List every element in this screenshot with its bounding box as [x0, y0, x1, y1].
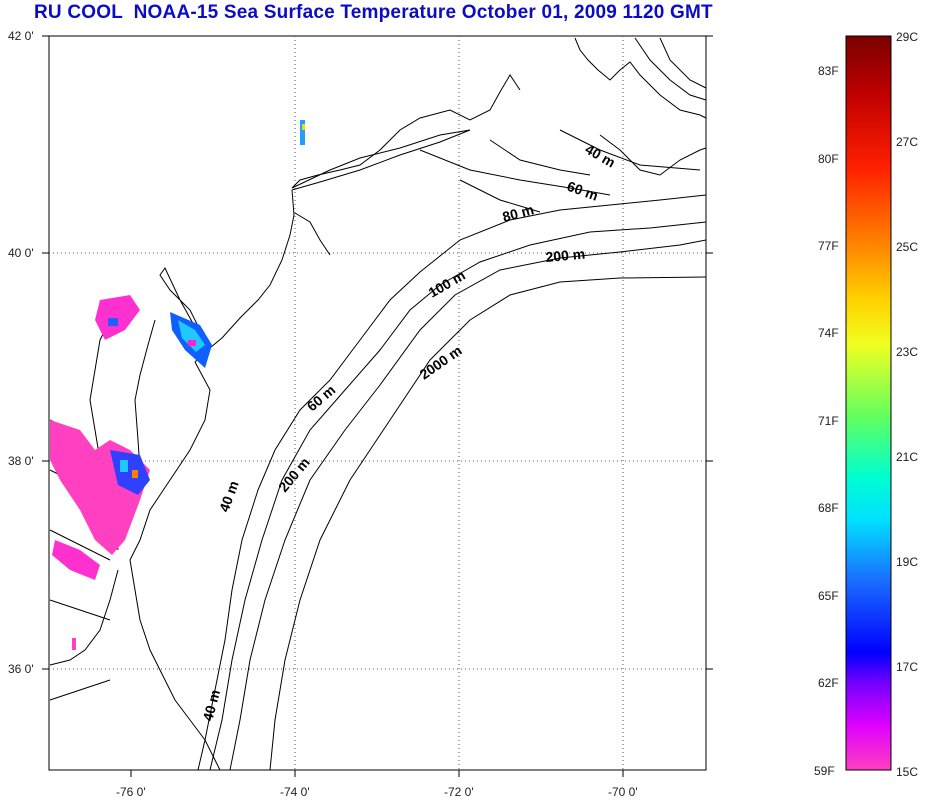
graticule	[49, 36, 706, 770]
map-title: RU COOL NOAA-15 Sea Surface Temperature …	[34, 2, 713, 23]
lon-label: -74 0'	[280, 785, 310, 799]
lon-label: -70 0'	[608, 785, 638, 799]
sst-patches	[50, 120, 305, 650]
lat-label: 36 0'	[8, 662, 34, 676]
lat-label: 38 0'	[8, 454, 34, 468]
map-frame	[48, 35, 707, 771]
lat-label: 42 0'	[8, 29, 34, 43]
lat-labels: 42 0' 40 0' 38 0' 36 0'	[8, 29, 34, 676]
depth-label: 80 m	[501, 201, 536, 225]
depth-label: 200 m	[545, 246, 586, 265]
depth-label: 40 m	[199, 688, 223, 723]
lon-label: -76 0'	[116, 785, 146, 799]
lat-label: 40 0'	[8, 246, 34, 260]
lon-label: -72 0'	[444, 785, 474, 799]
tick-marks	[42, 35, 713, 777]
depth-contours	[197, 37, 707, 771]
lon-labels: -76 0' -74 0' -72 0' -70 0'	[116, 785, 638, 799]
